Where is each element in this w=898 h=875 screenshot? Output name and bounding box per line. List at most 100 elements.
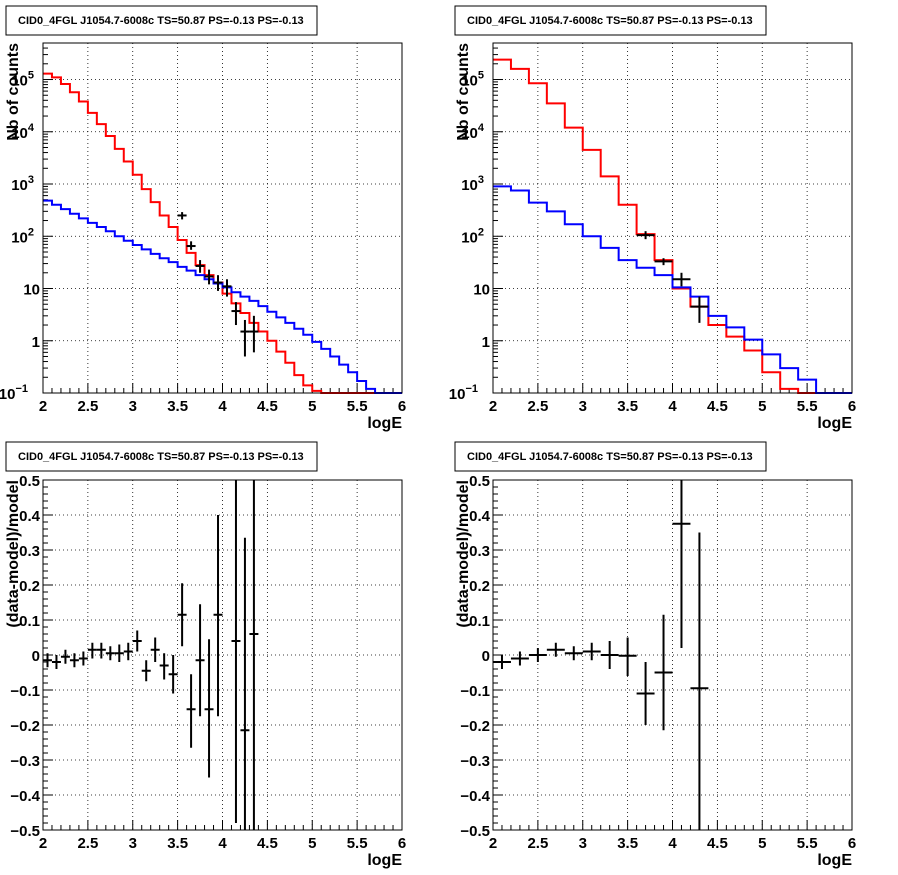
chart-title: CID0_4FGL J1054.7-6008c TS=50.87 PS=-0.1… [467,15,753,27]
plot-frame [42,42,403,394]
y-tick-label: −0.3 [10,753,40,770]
y-axis-label: Nb of counts [5,43,22,141]
y-tick-label: 102 [461,226,484,246]
x-tick-label: 5 [308,835,316,852]
chart-title: CID0_4FGL J1054.7-6008c TS=50.87 PS=-0.1… [467,451,753,463]
data-point [177,583,187,647]
data-point [114,644,124,662]
y-tick-label: −0.5 [10,823,40,840]
x-tick-label: 2.5 [77,398,98,415]
data-point [213,275,223,291]
histogram-series-2 [43,199,402,394]
chart-title: CID0_4FGL J1054.7-6008c TS=50.87 PS=-0.1… [18,15,304,27]
y-tick-label: 0.3 [469,543,490,560]
x-tick-label: 3.5 [167,398,188,415]
chart-title-box [454,441,767,472]
chart-title-box [5,5,318,36]
x-axis-label: logE [817,852,852,869]
data-point [636,231,655,240]
data-point [654,614,673,731]
data-point [43,653,52,668]
y-tick-label: −0.3 [460,753,490,770]
x-tick-label: 2 [39,398,47,415]
y-tick-label: −0.1 [460,683,490,700]
chart-panel-4: CID0_4FGL J1054.7-6008c TS=50.87 PS=-0.1… [454,441,856,869]
x-tick-label: 4.5 [257,835,278,852]
histogram-series-1 [43,72,402,394]
y-tick-label: 0.3 [19,543,40,560]
data-point [78,651,88,666]
y-tick-label: −0.2 [10,718,40,735]
data-point [528,648,547,662]
data-point [564,646,583,661]
x-tick-label: 2 [489,835,497,852]
y-tick-label: 10 [23,282,40,299]
x-tick-label: 4 [668,398,677,415]
x-axis-label: logE [367,852,402,869]
x-tick-label: 2.5 [527,398,548,415]
data-point [69,653,79,668]
y-axis-label: (data-model)/model [5,480,22,628]
x-tick-label: 3 [579,398,587,415]
y-tick-label: 0.2 [469,578,490,595]
x-tick-label: 5.5 [347,398,368,415]
x-tick-label: 3 [129,398,137,415]
x-tick-label: 3 [129,835,137,852]
data-point [186,241,196,250]
data-point [249,480,259,830]
y-tick-label: −0.4 [10,788,40,805]
y-tick-label: −0.1 [10,683,40,700]
x-tick-label: 3.5 [167,835,188,852]
y-tick-label: 103 [461,174,484,194]
x-tick-label: 5 [758,398,766,415]
data-point [96,642,106,659]
y-tick-label: 10−1 [0,383,28,403]
data-point [654,258,673,266]
histogram-series-2 [493,185,852,394]
y-tick-label: −0.4 [460,788,490,805]
data-point [204,269,214,285]
x-tick-label: 4.5 [707,398,728,415]
x-tick-label: 3 [579,835,587,852]
plot-frame [42,479,403,831]
data-point [141,660,151,682]
x-tick-label: 4 [218,835,227,852]
x-axis-label: logE [817,415,852,432]
y-tick-label: −0.5 [460,823,490,840]
y-tick-label: 0 [32,648,40,665]
x-tick-label: 5.5 [797,398,818,415]
x-tick-label: 6 [848,398,856,415]
y-axis-label: (data-model)/model [455,480,472,628]
chart-title-box [5,441,318,472]
data-point [51,655,61,669]
x-tick-label: 4.5 [707,835,728,852]
data-point [195,260,205,273]
data-point [546,642,565,657]
x-tick-label: 2.5 [527,835,548,852]
y-tick-label: 10−1 [449,383,478,403]
y-tick-label: 103 [11,174,34,194]
data-point [132,630,142,652]
data-point [150,637,160,662]
y-tick-label: 102 [11,226,34,246]
plot-frame [492,479,853,831]
x-tick-label: 3.5 [617,835,638,852]
data-point [493,655,511,669]
y-tick-label: 10 [473,282,490,299]
data-point [240,537,250,830]
x-tick-label: 2.5 [77,835,98,852]
x-tick-label: 5 [758,835,766,852]
data-point [123,642,133,661]
data-point [159,653,169,680]
x-tick-label: 4 [218,398,227,415]
y-tick-label: 0.5 [469,473,490,490]
y-tick-label: 0.1 [19,613,40,630]
x-tick-label: 3.5 [617,398,638,415]
data-point [195,604,205,717]
x-tick-label: 5.5 [347,835,368,852]
y-tick-label: −0.2 [460,718,490,735]
chart-panel-2: CID0_4FGL J1054.7-6008c TS=50.87 PS=-0.1… [449,5,856,432]
chart-title: CID0_4FGL J1054.7-6008c TS=50.87 PS=-0.1… [18,451,304,463]
data-point [672,272,691,287]
y-tick-label: 1 [32,334,40,351]
